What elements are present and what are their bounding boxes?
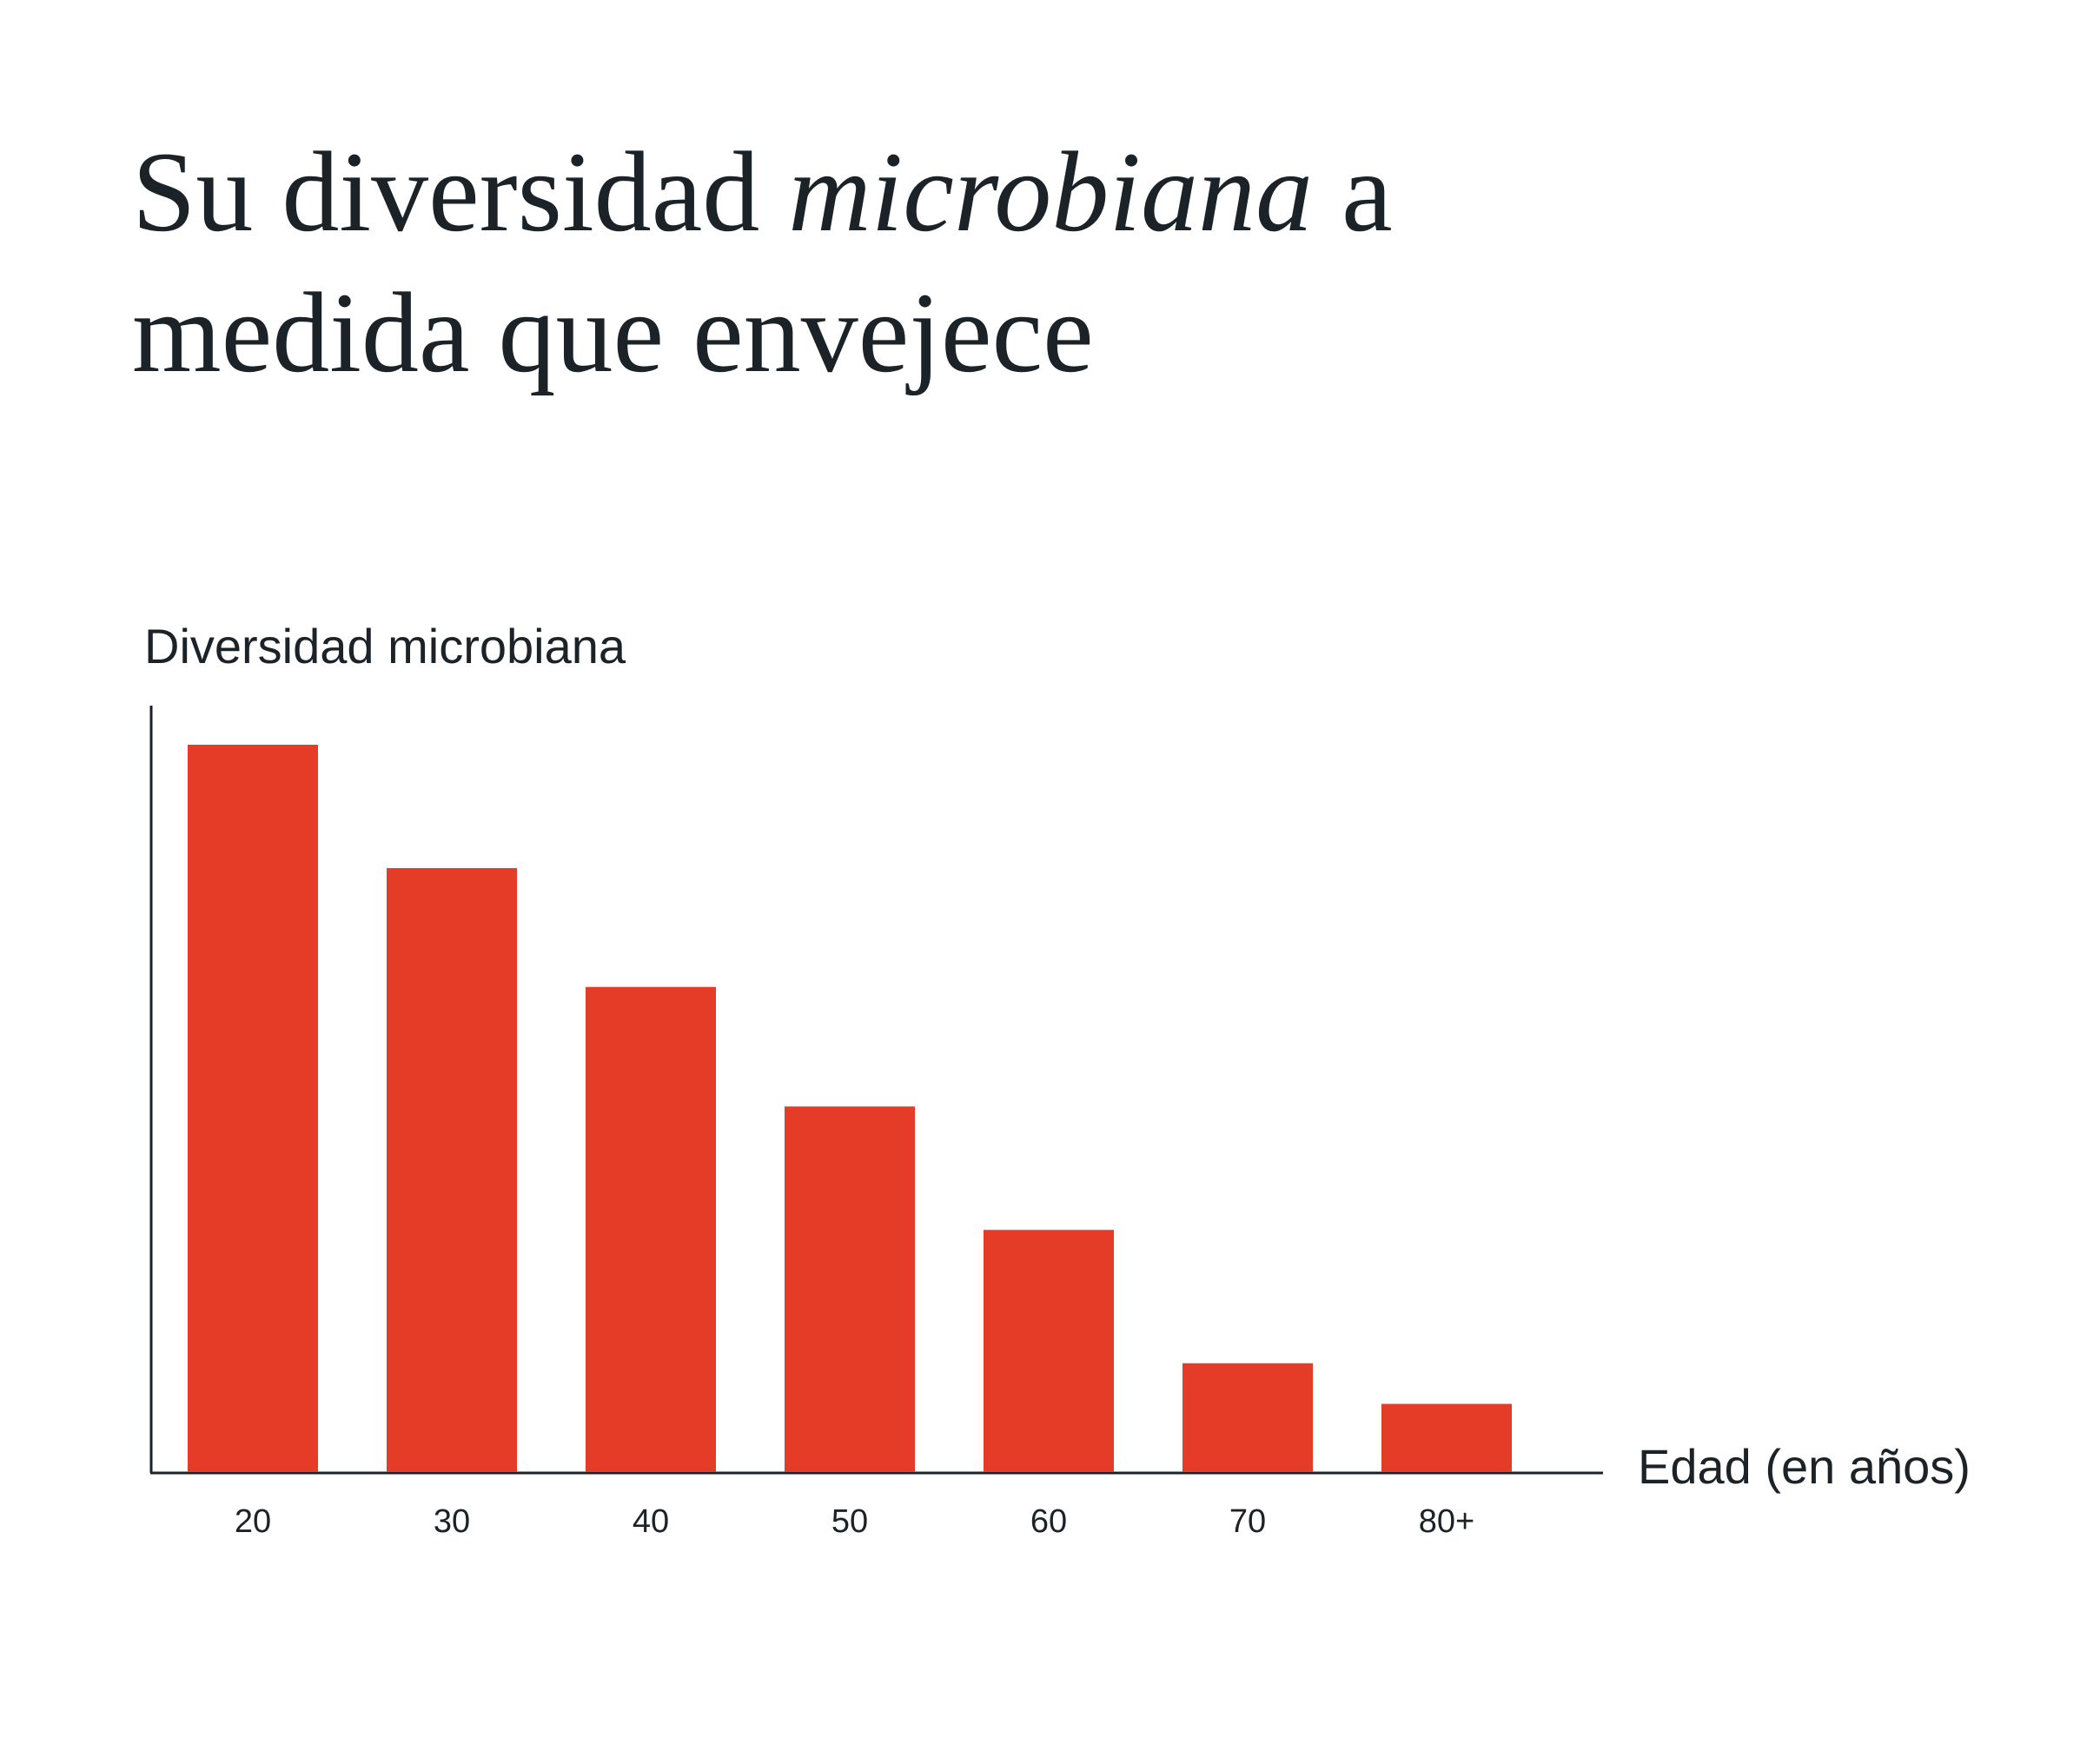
title-part: microbiana <box>788 128 1313 255</box>
bar <box>785 1106 915 1472</box>
chart-title: Su diversidad microbiana a medida que en… <box>132 122 1696 403</box>
bar <box>387 867 517 1472</box>
bar <box>188 744 318 1472</box>
x-tick-label: 70 <box>1229 1503 1266 1540</box>
x-tick-label: 80+ <box>1419 1503 1474 1540</box>
x-tick-label: 20 <box>235 1503 271 1540</box>
title-part: a medida que envejece <box>132 128 1421 396</box>
x-tick-label: 60 <box>1030 1503 1067 1540</box>
title-part: Su diversidad <box>132 128 789 255</box>
x-tick-label: 40 <box>633 1503 669 1540</box>
bar <box>984 1230 1114 1472</box>
bar <box>1182 1363 1313 1472</box>
y-axis-label: Diversidad microbiana <box>144 619 626 673</box>
bar <box>586 986 716 1472</box>
bar <box>1381 1403 1512 1472</box>
x-tick-label: 50 <box>831 1503 868 1540</box>
x-axis-label: Edad (en años) <box>1638 1439 1971 1494</box>
x-tick-label: 30 <box>434 1503 470 1540</box>
